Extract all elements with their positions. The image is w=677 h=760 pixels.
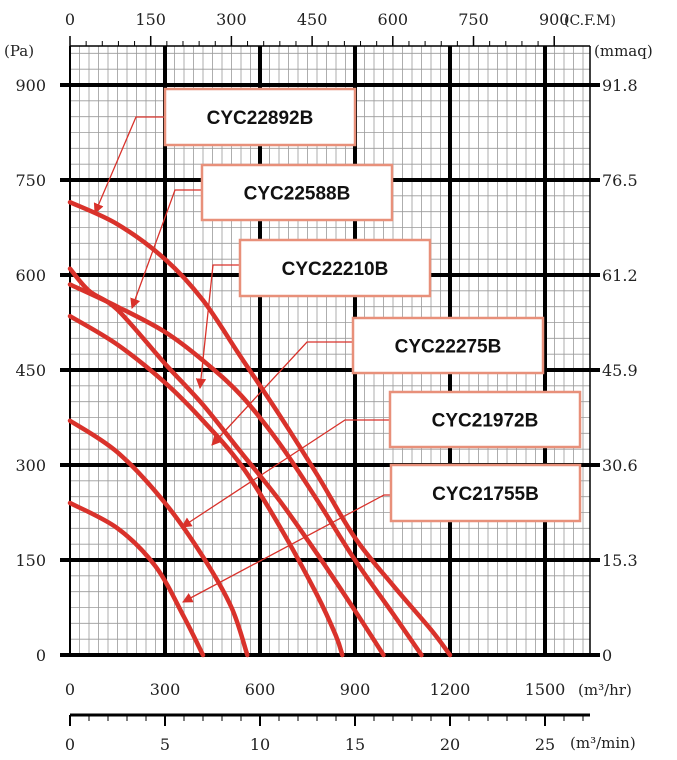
- label-leader-arrow: [93, 116, 165, 214]
- grid: [60, 46, 600, 656]
- y-right-tick-label: 15.3: [602, 551, 638, 570]
- curve-cyc22892b: [67, 199, 453, 658]
- y-left-tick-label: 450: [15, 361, 46, 380]
- label-text: CYC22210B: [282, 259, 389, 280]
- label-leader-arrow: [182, 494, 391, 603]
- axes: 0150300450600750900(Pa)015.330.645.961.2…: [4, 10, 653, 754]
- x-top-tick-label: 750: [458, 10, 489, 29]
- curve-cyc22275b: [67, 313, 345, 658]
- label-text: CYC22892B: [207, 108, 314, 129]
- y-right-tick-label: 76.5: [602, 171, 638, 190]
- x-top-tick-label: 150: [135, 10, 166, 29]
- label-box: [351, 316, 545, 375]
- y-left-unit-label: (Pa): [4, 42, 34, 60]
- label-box: [238, 238, 432, 298]
- x-top-tick-label: 900: [539, 10, 570, 29]
- label-leader-arrow: [195, 264, 240, 390]
- curve-cyc22588b: [67, 282, 424, 658]
- curve-cyc21755b: [67, 500, 206, 658]
- x-bottom-tick-label: 900: [340, 680, 371, 699]
- y-right-tick-label: 45.9: [602, 361, 638, 380]
- curve-label-cyc21972b: CYC21972B: [181, 390, 582, 528]
- curve-label-cyc22588b: CYC22588B: [130, 163, 394, 309]
- curve-cyc21972b: [67, 418, 250, 658]
- curve-label-cyc22892b: CYC22892B: [93, 87, 357, 214]
- x-top-tick-label: 600: [378, 10, 409, 29]
- x-bottom-tick-label: 1500: [525, 680, 566, 699]
- label-leader-arrow: [130, 189, 202, 309]
- x-min-unit-label: (m³/min): [570, 734, 636, 752]
- x-top-unit-label: (C.F.M): [564, 13, 616, 29]
- x-top-tick-label: 0: [65, 10, 75, 29]
- y-right-tick-label: 0: [602, 646, 612, 665]
- x-min-tick-label: 0: [65, 735, 75, 754]
- x-min-tick-label: 25: [535, 735, 555, 754]
- x-min-tick-label: 5: [160, 735, 170, 754]
- label-box: [388, 390, 582, 449]
- x-bottom-unit-label: (m³/hr): [578, 681, 632, 699]
- x-top-tick-label: 300: [216, 10, 247, 29]
- label-text: CYC22275B: [395, 337, 502, 358]
- y-right-tick-label: 30.6: [602, 456, 638, 475]
- y-left-tick-label: 750: [15, 171, 46, 190]
- y-left-tick-label: 600: [15, 266, 46, 285]
- x-bottom-tick-label: 600: [245, 680, 276, 699]
- x-min-tick-label: 15: [345, 735, 365, 754]
- label-text: CYC21755B: [432, 484, 539, 505]
- y-right-tick-label: 91.8: [602, 76, 638, 95]
- curve-label-cyc22210b: CYC22210B: [195, 238, 432, 390]
- y-left-tick-label: 0: [36, 646, 46, 665]
- label-box: [389, 463, 582, 523]
- label-leader-arrow: [211, 341, 353, 446]
- label-text: CYC22588B: [244, 184, 351, 205]
- label-box: [200, 163, 394, 222]
- x-min-tick-label: 10: [250, 735, 270, 754]
- curve-labels: CYC22892B CYC22588B CYC22210B CYC22275B CYC2…: [93, 87, 582, 603]
- x-bottom-tick-label: 0: [65, 680, 75, 699]
- y-right-tick-label: 61.2: [602, 266, 638, 285]
- x-bottom-tick-label: 300: [150, 680, 181, 699]
- x-min-tick-label: 20: [440, 735, 460, 754]
- x-top-tick-label: 450: [297, 10, 328, 29]
- y-right-unit-label: (mmaq): [594, 42, 653, 60]
- y-left-tick-label: 900: [15, 76, 46, 95]
- x-bottom-tick-label: 1200: [430, 680, 471, 699]
- y-left-tick-label: 300: [15, 456, 46, 475]
- label-leader-arrow: [181, 419, 390, 528]
- y-left-tick-label: 150: [15, 551, 46, 570]
- curve-label-cyc22275b: CYC22275B: [211, 316, 545, 446]
- label-box: [163, 87, 357, 147]
- label-text: CYC21972B: [432, 411, 539, 432]
- curve-label-cyc21755b: CYC21755B: [182, 463, 582, 603]
